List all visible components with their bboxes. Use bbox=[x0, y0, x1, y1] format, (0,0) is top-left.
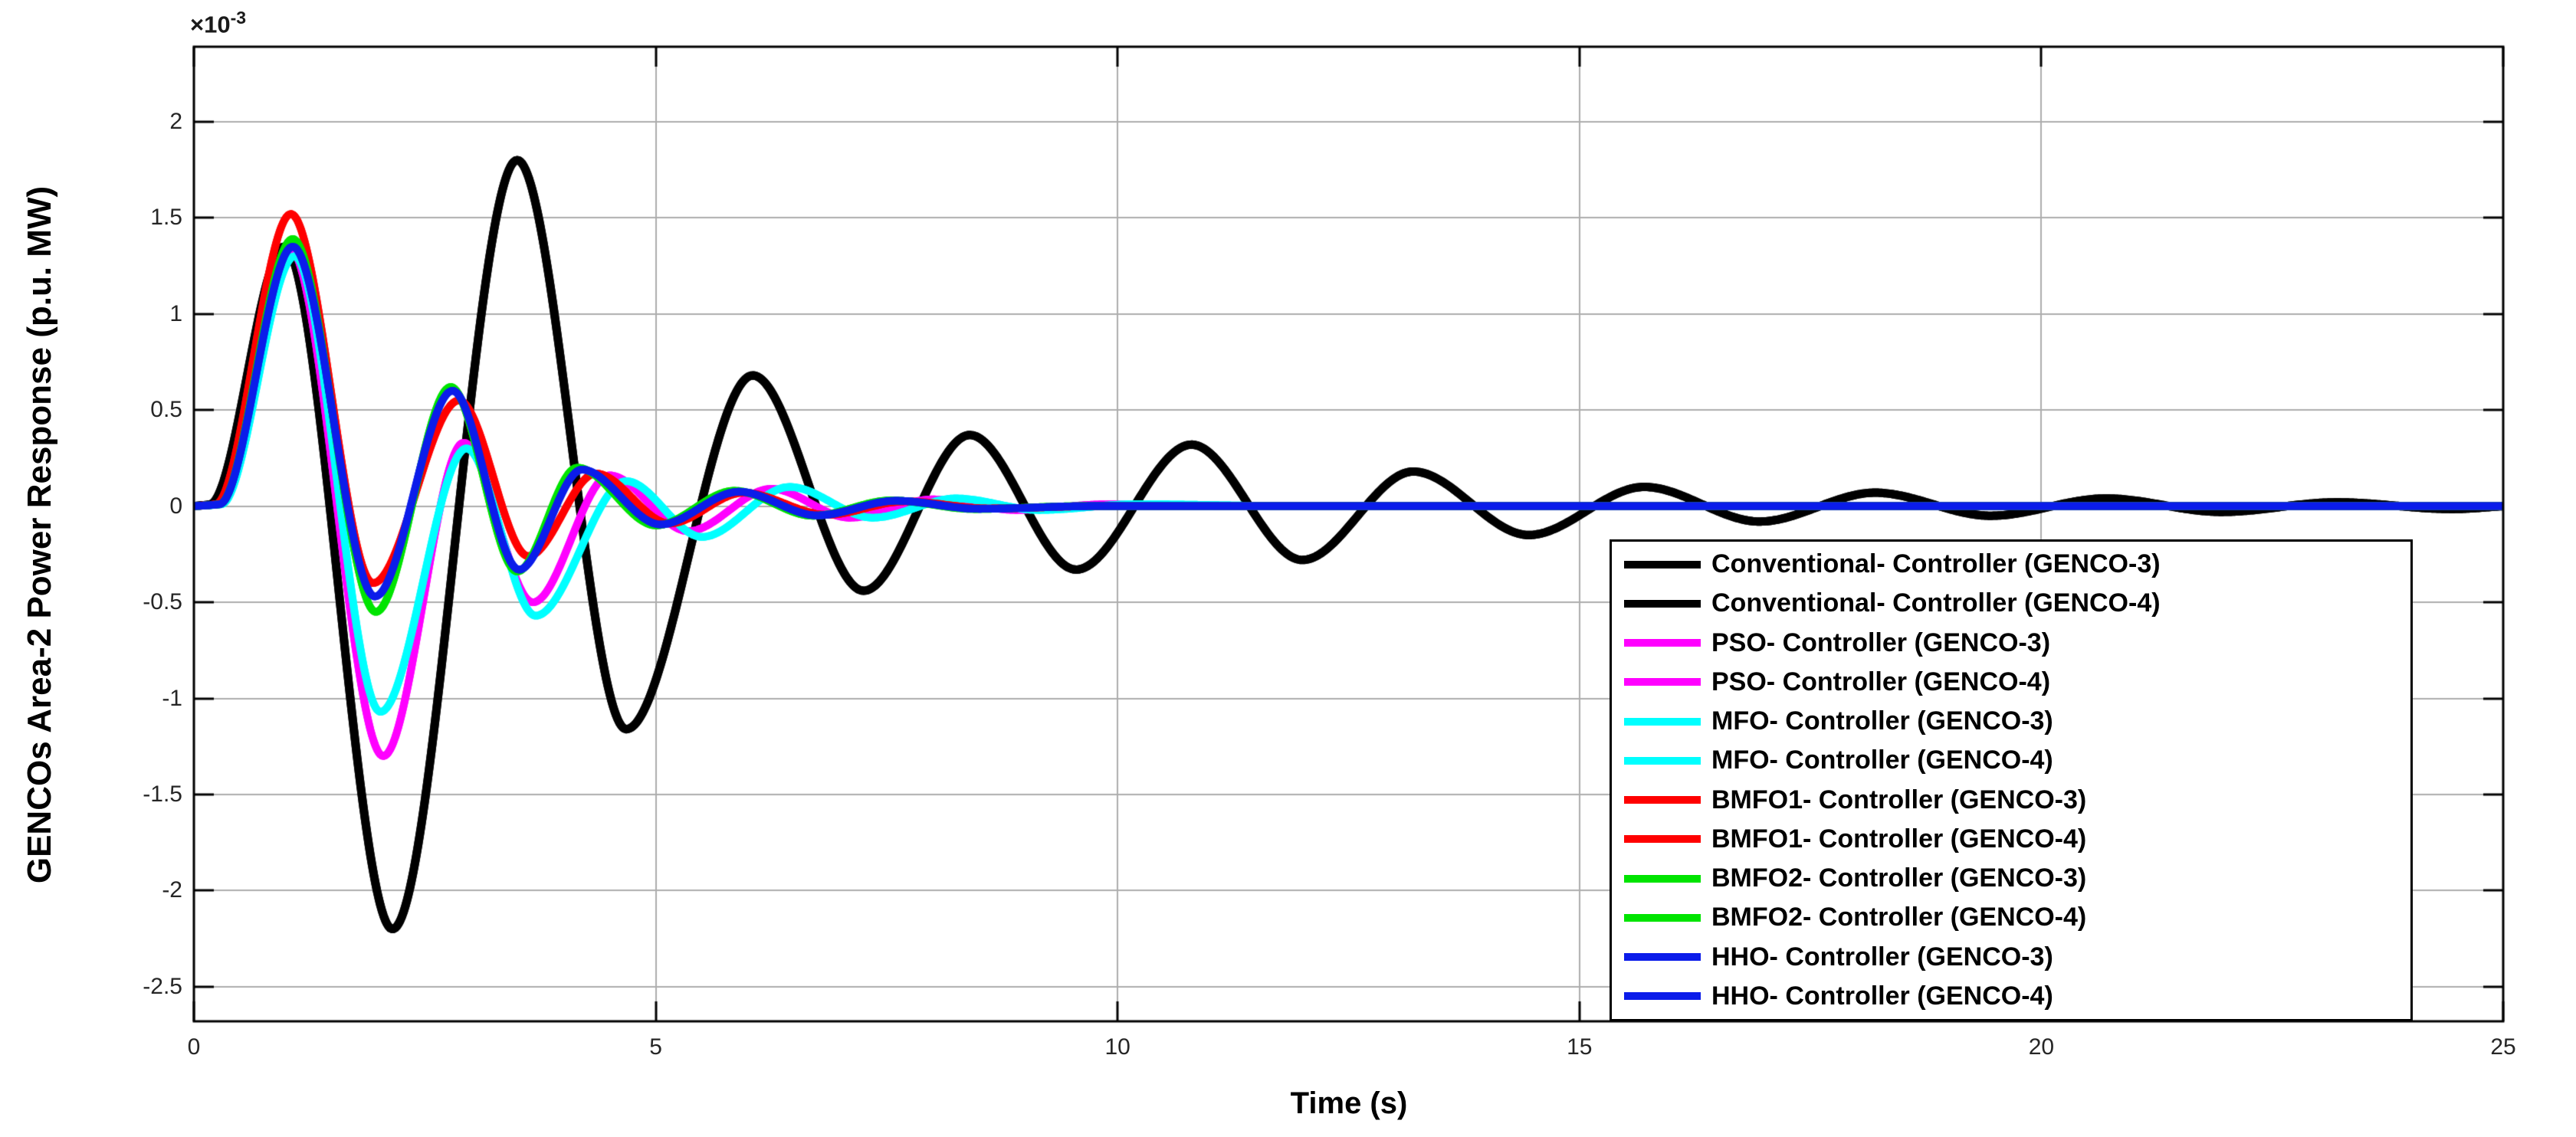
legend-line-swatch bbox=[1624, 717, 1701, 726]
legend-line-swatch bbox=[1624, 835, 1701, 844]
legend-line-swatch bbox=[1624, 678, 1701, 686]
legend-entry: BMFO2- Controller (GENCO-4) bbox=[1624, 900, 2410, 935]
legend-entry: BMFO1- Controller (GENCO-4) bbox=[1624, 821, 2410, 857]
legend-line-swatch bbox=[1624, 639, 1701, 647]
x-tick-label: 5 bbox=[649, 1034, 662, 1060]
legend-label: Conventional- Controller (GENCO-3) bbox=[1711, 549, 2161, 579]
legend-line-swatch bbox=[1624, 560, 1701, 568]
legend-line-swatch bbox=[1624, 874, 1701, 883]
x-tick-label: 10 bbox=[1104, 1034, 1130, 1060]
legend-entry: BMFO1- Controller (GENCO-3) bbox=[1624, 782, 2410, 818]
y-axis-exponent: ×10-3 bbox=[190, 8, 246, 38]
legend-label: HHO- Controller (GENCO-3) bbox=[1711, 942, 2053, 972]
legend-label: PSO- Controller (GENCO-4) bbox=[1711, 667, 2051, 696]
legend-entry: PSO- Controller (GENCO-3) bbox=[1624, 625, 2410, 660]
legend-entry: MFO- Controller (GENCO-3) bbox=[1624, 704, 2410, 739]
x-tick-label: 25 bbox=[2490, 1034, 2516, 1060]
legend-label: BMFO1- Controller (GENCO-3) bbox=[1711, 785, 2087, 814]
legend-line-swatch bbox=[1624, 796, 1701, 804]
legend-entry: Conventional- Controller (GENCO-3) bbox=[1624, 547, 2410, 582]
y-axis-label: GENCOs Area-2 Power Response (p.u. MW) bbox=[21, 185, 58, 884]
x-tick-label: 0 bbox=[187, 1034, 201, 1060]
legend-entry: HHO- Controller (GENCO-3) bbox=[1624, 939, 2410, 975]
y-tick-label: -1 bbox=[162, 685, 182, 711]
legend-label: BMFO1- Controller (GENCO-4) bbox=[1711, 824, 2087, 854]
legend-entry: MFO- Controller (GENCO-4) bbox=[1624, 743, 2410, 778]
x-tick-label: 20 bbox=[2028, 1034, 2055, 1060]
x-axis-label: Time (s) bbox=[1290, 1086, 1408, 1120]
exponent-power: -3 bbox=[230, 8, 247, 28]
legend-entry: HHO- Controller (GENCO-4) bbox=[1624, 978, 2410, 1014]
legend-label: Conventional- Controller (GENCO-4) bbox=[1711, 588, 2161, 618]
y-tick-label: -2 bbox=[162, 877, 182, 903]
y-tick-label: -0.5 bbox=[143, 589, 182, 615]
legend-label: MFO- Controller (GENCO-3) bbox=[1711, 706, 2053, 736]
legend-line-swatch bbox=[1624, 599, 1701, 608]
legend-line-swatch bbox=[1624, 756, 1701, 765]
legend-label: MFO- Controller (GENCO-4) bbox=[1711, 745, 2053, 775]
legend-entry: BMFO2- Controller (GENCO-3) bbox=[1624, 861, 2410, 896]
y-tick-label: -1.5 bbox=[143, 781, 182, 807]
exponent-base: ×10 bbox=[190, 11, 231, 38]
y-tick-label: 0.5 bbox=[150, 397, 182, 423]
legend-line-swatch bbox=[1624, 992, 1701, 1001]
y-tick-label: 1.5 bbox=[150, 205, 182, 231]
legend-line-swatch bbox=[1624, 953, 1701, 962]
y-tick-label: 1 bbox=[169, 300, 182, 326]
legend: Conventional- Controller (GENCO-3) Conven… bbox=[1610, 539, 2413, 1021]
y-tick-label: 0 bbox=[169, 493, 182, 519]
x-tick-label: 15 bbox=[1567, 1034, 1593, 1060]
legend-entry: PSO- Controller (GENCO-4) bbox=[1624, 664, 2410, 700]
y-tick-label: -2.5 bbox=[143, 973, 182, 999]
legend-label: HHO- Controller (GENCO-4) bbox=[1711, 981, 2053, 1011]
legend-line-swatch bbox=[1624, 913, 1701, 922]
legend-entry: Conventional- Controller (GENCO-4) bbox=[1624, 586, 2410, 621]
legend-label: PSO- Controller (GENCO-3) bbox=[1711, 627, 2051, 657]
legend-label: BMFO2- Controller (GENCO-4) bbox=[1711, 903, 2087, 932]
y-tick-label: 2 bbox=[169, 108, 182, 134]
legend-label: BMFO2- Controller (GENCO-3) bbox=[1711, 863, 2087, 893]
